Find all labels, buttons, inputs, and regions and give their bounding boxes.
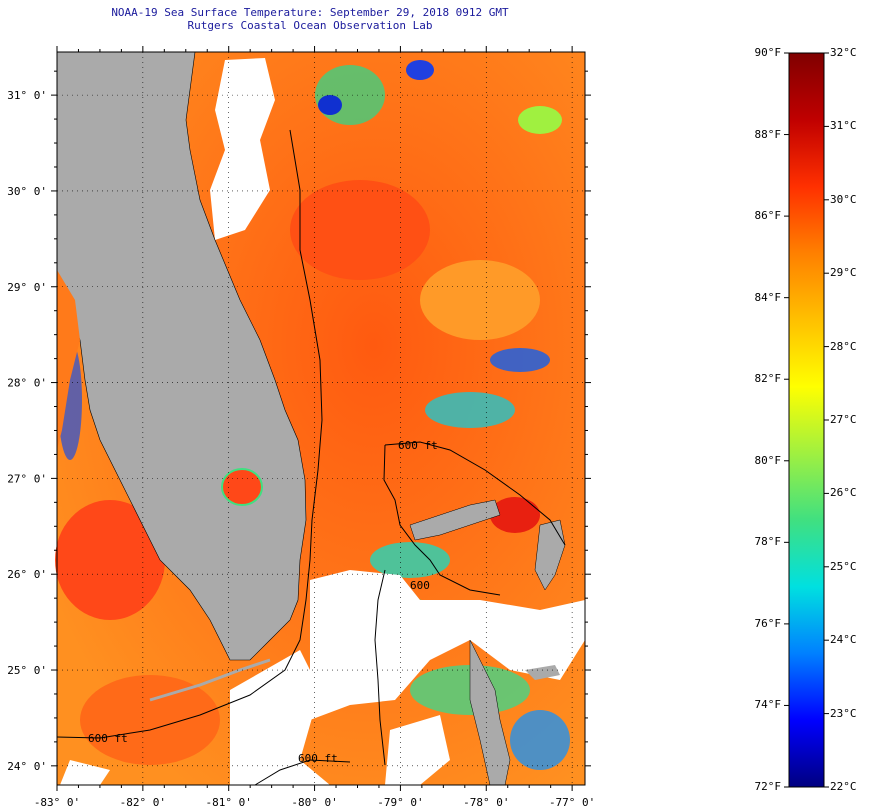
abaco-island (534, 519, 566, 591)
warm-patch (290, 180, 430, 280)
longitude-label: -77° 0' (549, 796, 595, 809)
map-plot-area: 600 ft 600 ft 600 ft 600 24° 0' 25° 0' 26°… (7, 46, 595, 809)
longitude-label: -82° 0' (120, 796, 166, 809)
latitude-label: 26° 0' (7, 568, 47, 581)
axis-ticks (51, 46, 591, 791)
cool-patch (318, 95, 342, 115)
contour-label: 600 ft (398, 439, 438, 452)
colorbar-fahrenheit-label: 72°F (754, 780, 782, 793)
map-title: NOAA-19 Sea Surface Temperature: Septemb… (111, 6, 509, 19)
gulf-coast-water (57, 270, 80, 450)
cool-patch (370, 542, 450, 578)
florida-keys (149, 658, 271, 702)
grand-bahama-island (409, 499, 501, 541)
colorbar-celsius-label: 27°C (830, 413, 857, 426)
longitude-label: -81° 0' (206, 796, 252, 809)
warm-patch (55, 500, 165, 620)
colorbar-celsius-label: 24°C (830, 633, 857, 647)
colorbar-fahrenheit-label: 78°F (754, 535, 782, 549)
no-data-area (230, 650, 330, 785)
contour-label: 600 ft (88, 732, 128, 745)
colorbar-fahrenheit-label: 74°F (754, 698, 782, 712)
colorbar-fahrenheit-label: 90°F (754, 46, 782, 59)
colorbar-fahrenheit-label: 76°F (754, 616, 782, 630)
latitude-label: 29° 0' (7, 281, 47, 294)
colorbar-celsius-label: 31°C (830, 119, 857, 133)
isobath-600ft-straits (383, 444, 501, 596)
cool-patch (315, 65, 385, 125)
colorbar-celsius-label: 22°C (830, 780, 857, 793)
cool-patch (518, 106, 562, 134)
cool-patch (425, 392, 515, 428)
isobath-600ft-south (254, 759, 351, 786)
colorbar-ticks (784, 52, 829, 788)
colorbar-celsius-label: 28°C (830, 339, 857, 353)
latitude-label: 24° 0' (7, 760, 47, 773)
colorbar-celsius-label: 23°C (830, 706, 857, 720)
colorbar-celsius-label: 32°C (830, 46, 857, 59)
colorbar-fahrenheit-label: 80°F (754, 453, 782, 467)
cool-patch (490, 348, 550, 372)
colorbar-fahrenheit-label: 86°F (754, 209, 782, 223)
no-data-area (310, 570, 585, 720)
latitude-label: 25° 0' (7, 664, 47, 677)
lake-okeechobee (221, 468, 263, 506)
contour-label: 600 ft (298, 752, 338, 765)
warm-patch (490, 497, 540, 533)
longitude-label: -83° 0' (34, 796, 80, 809)
isobath-600ft-cay-sal (374, 569, 386, 766)
longitude-label: -80° 0' (291, 796, 337, 809)
latitude-label: 31° 0' (7, 89, 47, 102)
warm-patch (420, 260, 540, 340)
map-frame (56, 51, 586, 786)
longitude-label: -78° 0' (463, 796, 509, 809)
cool-patch (510, 710, 570, 770)
latitude-label: 30° 0' (7, 185, 47, 198)
warm-patch (80, 675, 220, 765)
latitude-label: 28° 0' (7, 377, 47, 390)
new-providence-island (525, 665, 560, 680)
longitude-label: -79° 0' (377, 796, 423, 809)
colorbar-celsius-label: 26°C (830, 486, 857, 500)
cool-patch (406, 60, 434, 80)
florida-landmass (56, 51, 307, 661)
colorbar-fahrenheit-label: 88°F (754, 127, 782, 141)
contour-label: 600 (410, 579, 430, 592)
map-subtitle: Rutgers Coastal Ocean Observation Lab (187, 19, 433, 32)
no-data-area (210, 58, 275, 240)
colorbar-fahrenheit-label: 84°F (754, 290, 782, 304)
no-data-area (60, 760, 110, 785)
colorbar-celsius-label: 29°C (830, 266, 857, 280)
isobath-600ft-florida (56, 129, 323, 739)
andros-island (469, 639, 511, 786)
temperature-colorbar (788, 52, 825, 788)
colorbar-celsius-label: 25°C (830, 559, 857, 573)
longitude-labels: -83° 0' -82° 0' -81° 0' -80° 0' -79° 0' -78° … (34, 796, 595, 809)
no-data-area (385, 715, 450, 785)
colorbar-fahrenheit-label: 82°F (754, 372, 782, 386)
latitude-labels: 24° 0' 25° 0' 26° 0' 27° 0' 28° 0' 29° 0' 30° … (7, 89, 47, 773)
latitude-label: 27° 0' (7, 472, 47, 485)
colorbar-celsius-label: 30°C (830, 192, 857, 206)
isobath-600ft-bahamas (384, 441, 566, 546)
